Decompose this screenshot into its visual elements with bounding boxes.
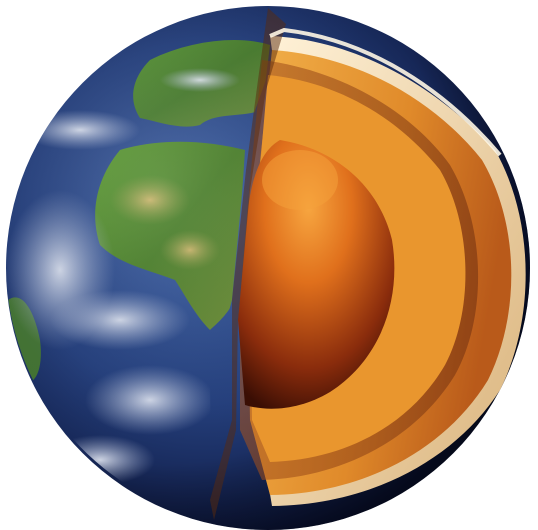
earth-cutaway-interior xyxy=(210,8,526,520)
inner-core xyxy=(262,150,338,210)
outer-core-layer xyxy=(238,140,395,409)
